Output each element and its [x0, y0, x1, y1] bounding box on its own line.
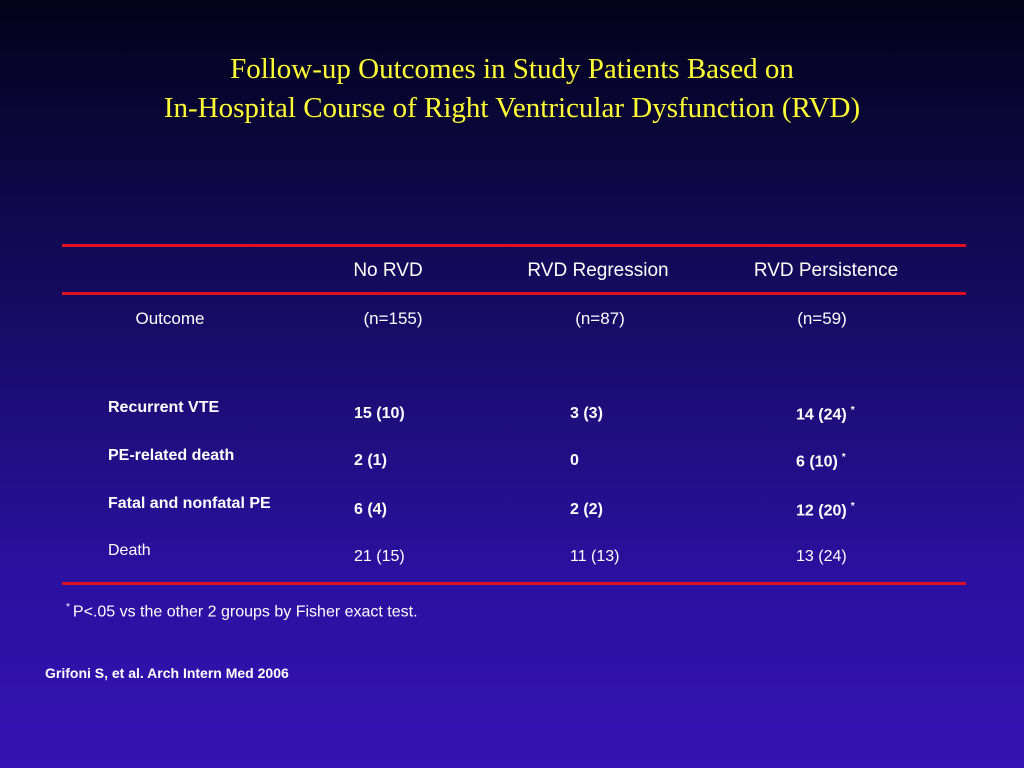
- table-cell: 0: [570, 452, 579, 470]
- cell-value: 0: [570, 452, 579, 469]
- table-cell: 6 (4): [354, 501, 387, 519]
- title-line: In-Hospital Course of Right Ventricular …: [163, 92, 861, 124]
- row-label: Fatal and nonfatal PE: [108, 495, 271, 512]
- footnote-text: P<.05 vs the other 2 groups by Fisher ex…: [72, 603, 418, 621]
- column-header: RVD Regression: [527, 260, 669, 281]
- table-cell: 15 (10): [354, 405, 405, 423]
- cell-value: 3 (3): [570, 405, 603, 422]
- cell-value: 12 (20): [796, 502, 847, 520]
- cell-note: *: [850, 501, 855, 512]
- footnote: * P<.05 vs the other 2 groups by Fisher e…: [66, 602, 418, 621]
- row-header: Outcome: [135, 309, 205, 328]
- table-cell: 2 (1): [354, 452, 387, 470]
- column-count: (n=59): [797, 309, 847, 328]
- row-label: PE-related death: [108, 447, 235, 464]
- table-cell: 11 (13): [570, 548, 620, 566]
- row-label: Recurrent VTE: [108, 399, 220, 416]
- table-cell: 13 (24): [796, 548, 847, 566]
- table-rule: [62, 582, 966, 585]
- table-rule: [62, 292, 966, 295]
- footnote-mark: *: [66, 602, 70, 613]
- column-count: (n=155): [363, 309, 423, 328]
- cell-value: 14 (24): [796, 406, 847, 424]
- column-header: No RVD: [353, 260, 423, 281]
- table-rule: [62, 244, 966, 247]
- row-label: Death: [108, 542, 151, 559]
- cell-value: 11 (13): [570, 548, 620, 565]
- table-cell: 21 (15): [354, 548, 405, 566]
- cell-value: 2 (2): [570, 501, 603, 518]
- citation: Grifoni S, et al. Arch Intern Med 2006: [45, 665, 289, 681]
- table-cell: 2 (2): [570, 501, 603, 519]
- column-header: RVD Persistence: [753, 260, 899, 281]
- table-cell: 14 (24) *: [796, 405, 855, 424]
- table-cell: 3 (3): [570, 405, 603, 423]
- cell-value: 6 (4): [354, 501, 387, 518]
- column-count: (n=87): [575, 309, 625, 328]
- title-line: Follow-up Outcomes in Study Patients Bas…: [230, 53, 794, 85]
- cell-value: 13 (24): [796, 548, 847, 565]
- cell-note: *: [850, 405, 855, 416]
- cell-value: 6 (10): [796, 453, 838, 471]
- table-cell: 6 (10) *: [796, 452, 846, 471]
- table-cell: 12 (20) *: [796, 501, 855, 520]
- cell-note: *: [841, 452, 846, 463]
- cell-value: 21 (15): [354, 548, 405, 565]
- cell-value: 2 (1): [354, 452, 387, 469]
- cell-value: 15 (10): [354, 405, 405, 422]
